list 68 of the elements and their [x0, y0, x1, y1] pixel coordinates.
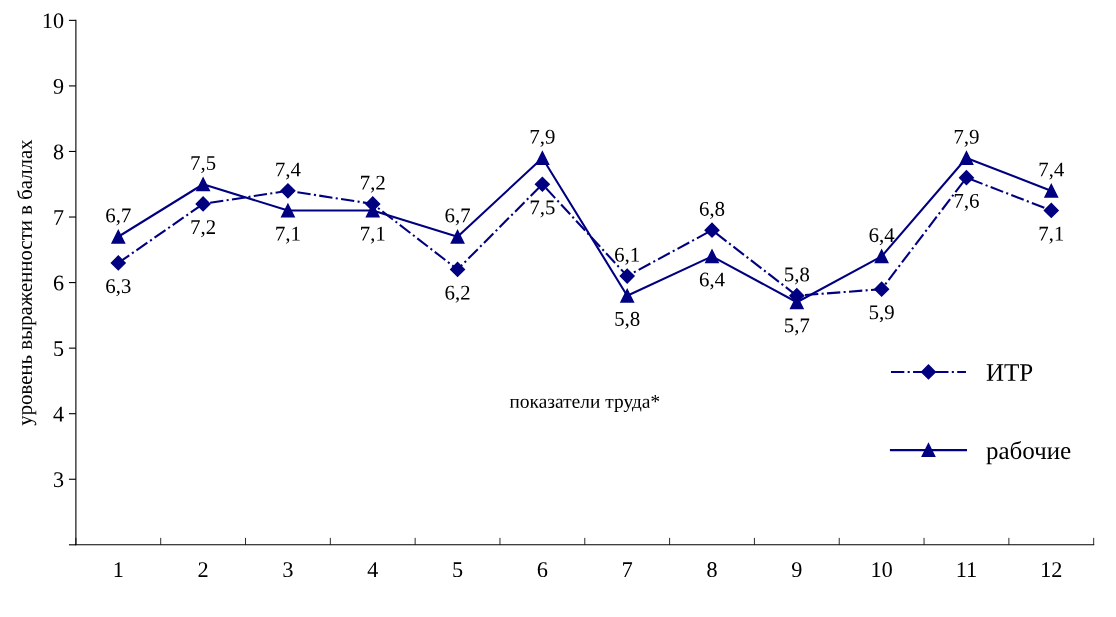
- x-tick-label: 3: [283, 562, 293, 578]
- point: [1044, 183, 1059, 198]
- data-label: 7,2: [361, 175, 385, 193]
- data-label: 7,5: [191, 156, 216, 174]
- data-label: 7,9: [530, 129, 555, 147]
- point: [535, 151, 550, 165]
- x-tick-label: 6: [537, 562, 548, 578]
- data-label: 7,2: [191, 220, 215, 238]
- data-label: 6,8: [699, 201, 725, 219]
- x-tick-label: 2: [198, 562, 208, 577]
- point: [110, 255, 126, 271]
- x-tick-label: 4: [367, 562, 378, 577]
- point: [449, 261, 466, 278]
- data-label: 5,8: [615, 311, 640, 329]
- data-label: 5,9: [869, 305, 894, 323]
- data-label: 6,4: [869, 228, 895, 246]
- point: [959, 151, 974, 165]
- legend-label: рабочие: [986, 441, 1071, 465]
- point: [196, 177, 211, 192]
- data-label: 7,6: [954, 193, 979, 211]
- data-label: 7,9: [954, 129, 979, 147]
- point: [280, 183, 296, 199]
- data-label: 7,4: [1039, 162, 1064, 180]
- data-label: 6,4: [699, 272, 725, 290]
- y-tick-label: 4: [53, 406, 64, 422]
- data-label: 6,7: [106, 208, 131, 226]
- point: [874, 249, 889, 264]
- y-tick-label: 6: [53, 275, 64, 291]
- x-tick-label: 12: [1042, 562, 1062, 577]
- y-tick-label: 3: [54, 472, 64, 488]
- data-label: 7,4: [276, 162, 301, 180]
- point: [958, 170, 975, 186]
- y-tick-label: 8: [53, 144, 64, 160]
- data-label: 5,8: [785, 267, 810, 285]
- x-tick-label: 7: [623, 562, 633, 577]
- y-tick-label: 9: [53, 78, 64, 94]
- point: [280, 203, 295, 218]
- data-label: 6,7: [445, 208, 470, 226]
- point: [450, 229, 465, 244]
- x-tick-label: 10: [872, 562, 892, 578]
- data-label: 7,1: [1039, 226, 1064, 244]
- x-tick-label: 8: [707, 562, 717, 578]
- data-label: 7,1: [361, 226, 385, 244]
- legend-label: ИТР: [986, 364, 1033, 381]
- x-tick-label: 1: [114, 562, 123, 577]
- data-label: 6,1: [615, 247, 639, 265]
- point: [534, 176, 550, 192]
- point: [874, 281, 890, 297]
- annotation: показатели труда*: [509, 395, 660, 413]
- point: [1043, 202, 1059, 219]
- y-tick-label: 10: [43, 13, 64, 29]
- y-tick-label: 7: [54, 210, 64, 225]
- point: [195, 196, 211, 212]
- y-tick-label: 5: [54, 341, 64, 357]
- data-label: 7,5: [530, 200, 555, 218]
- x-tick-label: 11: [957, 562, 976, 577]
- point: [704, 222, 720, 238]
- data-label: 6,2: [445, 285, 470, 303]
- data-label: 5,7: [785, 318, 810, 336]
- point: [619, 268, 635, 284]
- y-axis-title: уровень выраженности в баллах: [16, 139, 37, 426]
- point: [620, 288, 635, 303]
- data-label: 6,3: [106, 279, 131, 297]
- x-tick-label: 9: [791, 562, 802, 578]
- point: [111, 229, 126, 244]
- point: [705, 249, 719, 264]
- data-label: 7,1: [276, 226, 300, 244]
- x-tick-label: 5: [453, 562, 463, 578]
